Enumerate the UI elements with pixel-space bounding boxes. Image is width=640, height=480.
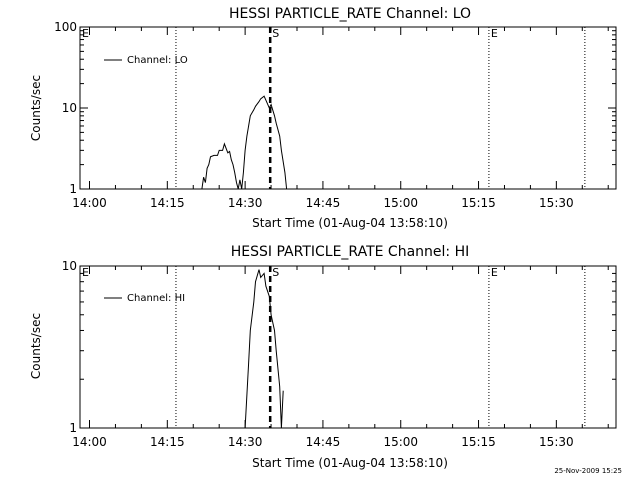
x-tick-label: 15:30 <box>539 196 574 210</box>
legend-lo: Channel: LO <box>104 55 188 66</box>
y-ticks-lo: 1 10 100 <box>54 20 616 196</box>
event-marker-label: E <box>82 27 89 40</box>
event-marker-label: S <box>272 266 279 279</box>
x-tick-label: 14:30 <box>228 435 263 449</box>
x-tick-label: 15:15 <box>461 435 496 449</box>
x-tick-label: 15:15 <box>461 196 496 210</box>
y-tick-label: 100 <box>54 20 77 34</box>
y-tick-label: 1 <box>69 182 77 196</box>
y-axis-label-hi: Counts/sec <box>29 313 43 379</box>
x-tick-label: 15:00 <box>383 435 418 449</box>
x-tick-label: 14:00 <box>72 196 107 210</box>
x-ticks-lo: 14:00 14:15 14:30 14:45 15:00 15:15 15:30 <box>72 27 609 210</box>
x-ticks-hi: 14:00 14:15 14:30 14:45 15:00 15:15 15:30 <box>72 266 609 449</box>
y-tick-label: 10 <box>62 259 77 273</box>
legend-label-lo: Channel: LO <box>127 55 188 66</box>
x-tick-label: 14:15 <box>150 435 185 449</box>
x-tick-label: 15:30 <box>539 435 574 449</box>
chart-title-hi: HESSI PARTICLE_RATE Channel: HI <box>231 244 469 260</box>
legend-label-hi: Channel: HI <box>127 293 185 304</box>
x-tick-label: 14:15 <box>150 196 185 210</box>
x-tick-label: 14:45 <box>306 435 341 449</box>
x-tick-label: 15:00 <box>383 196 418 210</box>
x-tick-label: 14:30 <box>228 196 263 210</box>
series-line-lo <box>201 95 288 190</box>
y-tick-label: 1 <box>69 421 77 435</box>
panel-lo: HESSI PARTICLE_RATE Channel: LO Counts/s… <box>29 6 617 230</box>
event-marker-label: S <box>272 27 279 40</box>
series-line-hi <box>244 269 284 429</box>
event-marker-label: E <box>491 27 498 40</box>
y-ticks-hi: 1 10 <box>62 259 616 435</box>
y-axis-label-lo: Counts/sec <box>29 75 43 141</box>
chart-title-lo: HESSI PARTICLE_RATE Channel: LO <box>229 6 471 22</box>
x-tick-label: 14:45 <box>306 196 341 210</box>
y-tick-label: 10 <box>62 101 77 115</box>
x-tick-label: 14:00 <box>72 435 107 449</box>
event-marker-label: E <box>82 266 89 279</box>
event-marker-label: E <box>491 266 498 279</box>
x-axis-label-lo: Start Time (01-Aug-04 13:58:10) <box>252 216 448 230</box>
footer-timestamp: 25-Nov-2009 15:25 <box>554 467 622 475</box>
legend-hi: Channel: HI <box>104 293 185 304</box>
panel-hi: HESSI PARTICLE_RATE Channel: HI Counts/s… <box>29 244 617 470</box>
x-axis-label-hi: Start Time (01-Aug-04 13:58:10) <box>252 456 448 470</box>
